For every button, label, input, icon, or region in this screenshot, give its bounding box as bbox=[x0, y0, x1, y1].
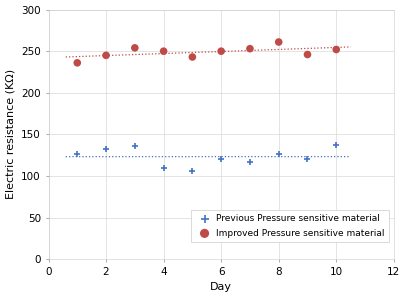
Previous Pressure sensitive material bbox=[303, 156, 310, 161]
Y-axis label: Electric resistance (KΩ): Electric resistance (KΩ) bbox=[6, 69, 15, 199]
Improved Pressure sensitive material bbox=[160, 49, 166, 54]
Legend: Previous Pressure sensitive material, Improved Pressure sensitive material: Previous Pressure sensitive material, Im… bbox=[190, 210, 388, 242]
Improved Pressure sensitive material bbox=[189, 55, 195, 59]
Previous Pressure sensitive material bbox=[74, 152, 80, 157]
Previous Pressure sensitive material bbox=[131, 144, 138, 148]
Previous Pressure sensitive material bbox=[102, 146, 109, 151]
Previous Pressure sensitive material bbox=[160, 165, 166, 170]
Improved Pressure sensitive material bbox=[275, 40, 281, 44]
Improved Pressure sensitive material bbox=[303, 52, 310, 57]
Previous Pressure sensitive material bbox=[246, 159, 253, 164]
Previous Pressure sensitive material bbox=[189, 169, 195, 173]
Previous Pressure sensitive material bbox=[217, 156, 224, 161]
Improved Pressure sensitive material bbox=[332, 47, 339, 52]
Improved Pressure sensitive material bbox=[74, 60, 80, 65]
Improved Pressure sensitive material bbox=[217, 49, 224, 54]
X-axis label: Day: Day bbox=[210, 283, 232, 292]
Previous Pressure sensitive material bbox=[275, 152, 281, 157]
Improved Pressure sensitive material bbox=[131, 46, 138, 50]
Improved Pressure sensitive material bbox=[246, 46, 253, 51]
Previous Pressure sensitive material bbox=[332, 143, 339, 148]
Improved Pressure sensitive material bbox=[102, 53, 109, 58]
